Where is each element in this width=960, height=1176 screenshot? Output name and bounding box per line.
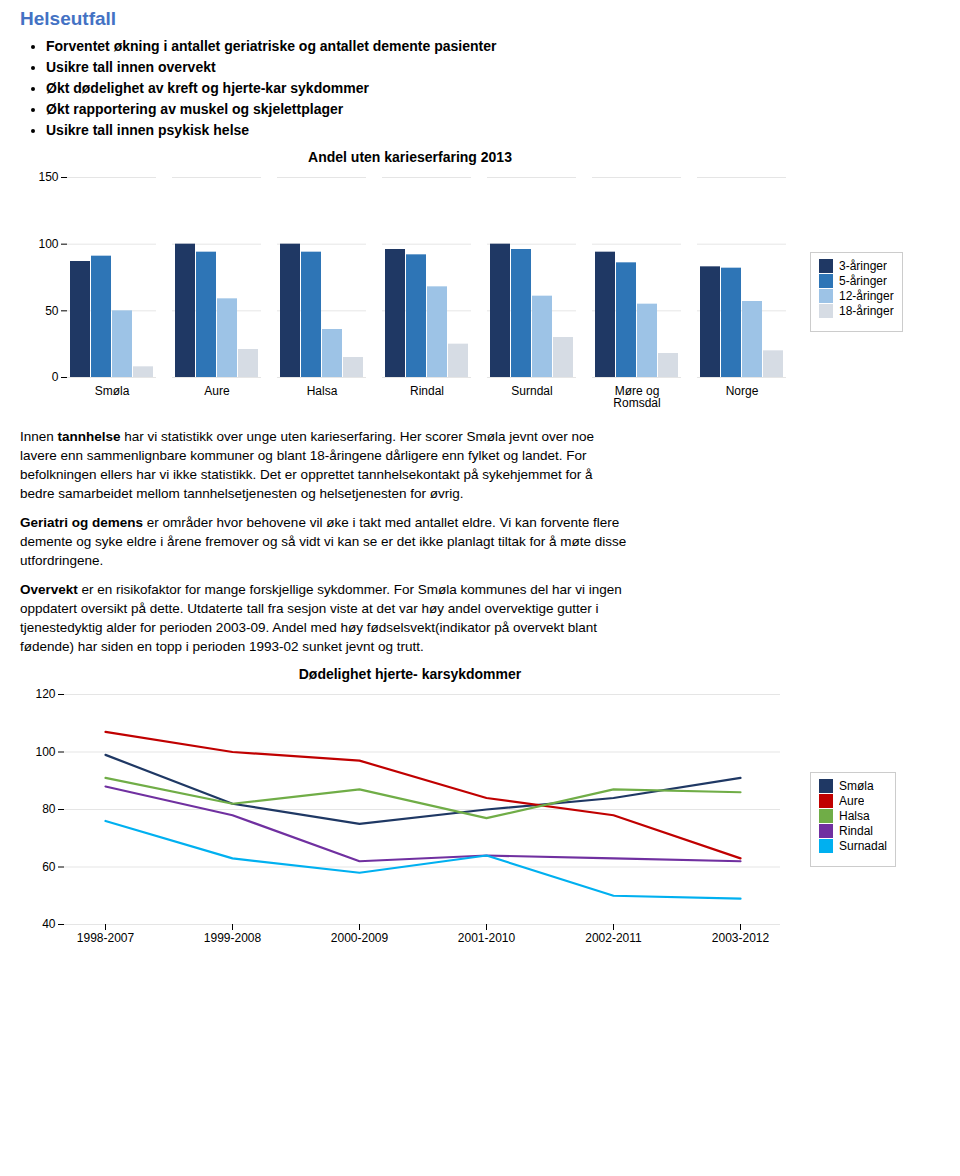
html-text:lavere enn sammenlignbare komm: lavere enn sammenlignbare kommuner og bl… (20, 448, 587, 463)
html-text:demente og syke eldre i årene: demente og syke eldre i årene fremover o… (20, 534, 627, 549)
html-text:Økt dødelighet av kreft og hje: Økt dødelighet av kreft og hjerte-kar sy… (46, 80, 369, 96)
html-text:befolkningen ellers har vi ikk: befolkningen ellers har vi ikke statisti… (20, 467, 593, 482)
html-text:12-åringer: 12-åringer (839, 289, 894, 303)
svg-text:Aure: Aure (204, 384, 230, 398)
html-text:18-åringer: 18-åringer (839, 304, 894, 318)
html-text:Innen tannhelse har vi statist: Innen tannhelse har vi statistikk over u… (20, 429, 594, 444)
html-text:Økt rapportering av muskel og: Økt rapportering av muskel og skjelettpl… (46, 101, 344, 117)
svg-text:2003-2012: 2003-2012 (712, 931, 770, 945)
html-text:Helseutfall: Helseutfall (20, 8, 117, 29)
html-text:fødende) har siden en topp i p: fødende) har siden en topp i perioden 19… (20, 639, 424, 654)
html-text:Dødelighet hjerte- karsykdomme: Dødelighet hjerte- karsykdommer (298, 666, 522, 682)
svg-text:100: 100 (35, 745, 55, 759)
html-text:Rindal: Rindal (839, 823, 873, 838)
html-text:Forventet økning i antallet ge: Forventet økning i antallet geriatriske … (46, 38, 497, 54)
svg-text:100: 100 (38, 237, 58, 251)
svg-text:Halsa: Halsa (307, 384, 338, 398)
svg-text:50: 50 (45, 304, 59, 318)
svg-text:1998-2007: 1998-2007 (77, 931, 135, 945)
html-text:bedre samarbeidet mellom tannh: bedre samarbeidet mellom tannhelsetjenes… (20, 486, 464, 501)
svg-text:2001-2010: 2001-2010 (458, 931, 516, 945)
html-text:oppdatert oversikt på dette. U: oppdatert oversikt på dette. Utdaterte t… (20, 601, 599, 616)
html-text:5-åringer: 5-åringer (839, 274, 887, 288)
html-text:Aure: Aure (839, 793, 865, 808)
html-text:Geriatri og demens er områder: Geriatri og demens er områder hvor behov… (20, 515, 620, 530)
svg-text:80: 80 (42, 802, 56, 816)
svg-text:Smøla: Smøla (95, 384, 130, 398)
svg-text:0: 0 (52, 370, 59, 384)
svg-text:150: 150 (38, 170, 58, 184)
svg-text:1999-2008: 1999-2008 (204, 931, 262, 945)
html-text:Halsa: Halsa (839, 808, 870, 823)
svg-text:120: 120 (35, 687, 55, 701)
svg-text:Norge: Norge (726, 384, 759, 398)
svg-text:40: 40 (42, 917, 56, 931)
html-text:Smøla: Smøla (839, 778, 874, 793)
svg-text:Surndal: Surndal (511, 384, 552, 398)
html-text:tjenestedyktig alder for perio: tjenestedyktig alder for perioden 2003-0… (20, 620, 598, 635)
html-text:3-åringer: 3-åringer (839, 259, 887, 273)
svg-text:2000-2009: 2000-2009 (331, 931, 389, 945)
svg-text:Møre ogRomsdal: Møre ogRomsdal (613, 384, 660, 410)
html-text:Usikre tall innen overvekt: Usikre tall innen overvekt (46, 59, 216, 75)
svg-text:2002-2011: 2002-2011 (585, 931, 642, 945)
svg-text:Rindal: Rindal (410, 384, 444, 398)
html-text:Usikre tall innen psykisk hels: Usikre tall innen psykisk helse (46, 122, 250, 138)
html-text:Surnadal: Surnadal (839, 838, 887, 853)
html-text:Overvekt er en risikofaktor fo: Overvekt er en risikofaktor for mange fo… (20, 582, 622, 597)
html-text:utfordringene.: utfordringene. (20, 553, 104, 568)
svg-text:60: 60 (42, 860, 56, 874)
html-text:Andel uten karieserfaring 2013: Andel uten karieserfaring 2013 (308, 149, 512, 165)
